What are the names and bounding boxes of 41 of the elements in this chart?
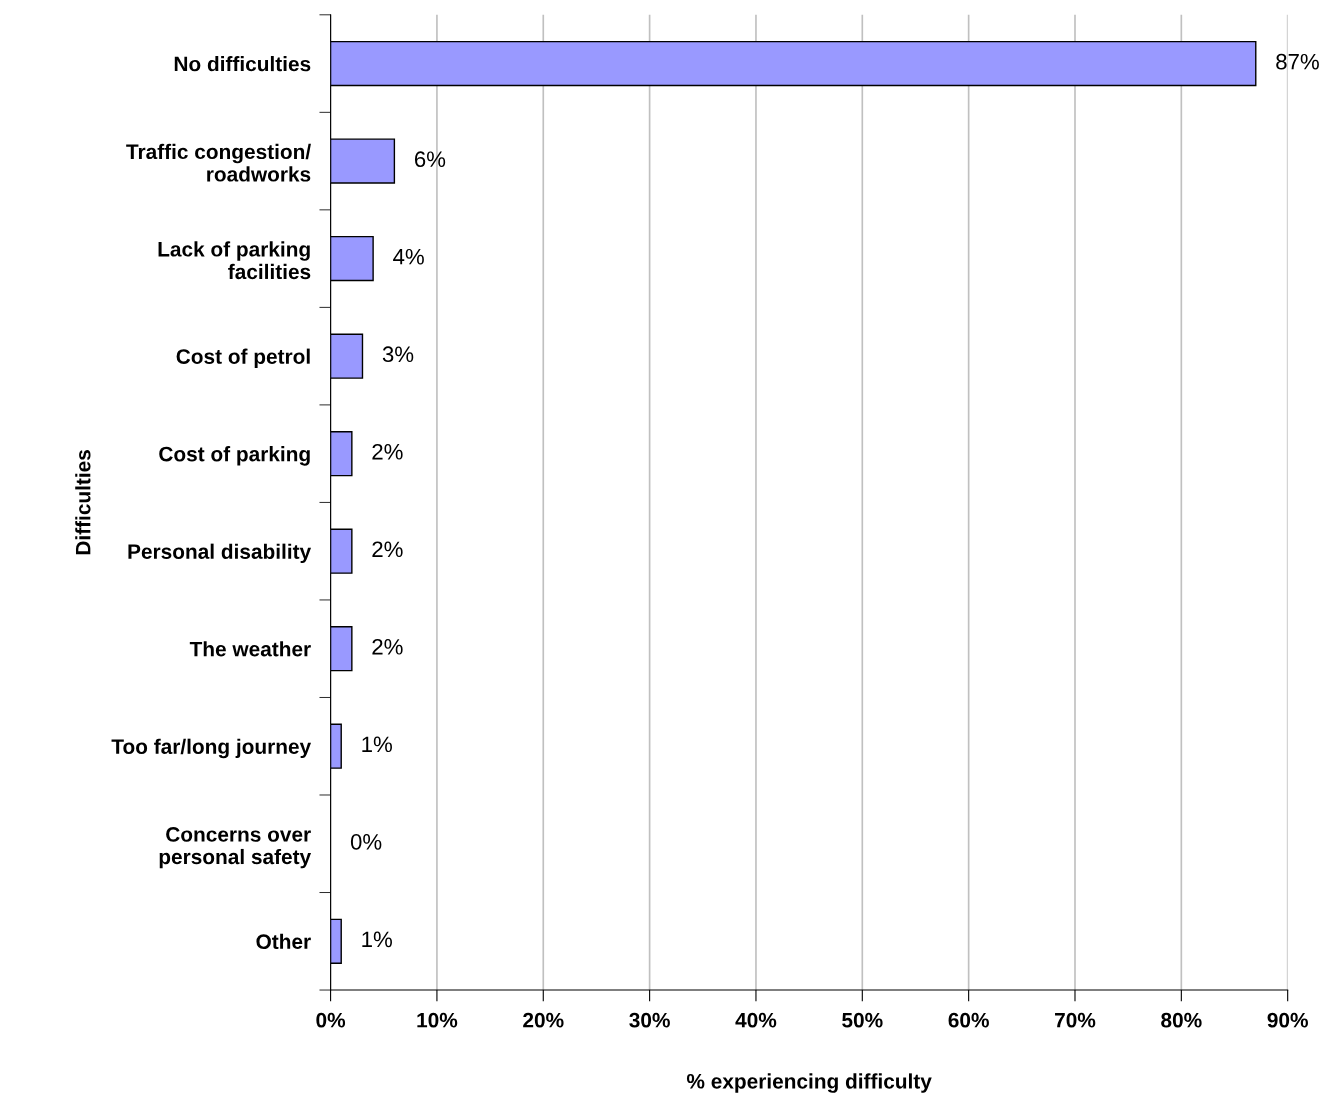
y-tick-label: Cost of petrol <box>176 348 310 369</box>
x-tick-label: 60% <box>948 1012 989 1028</box>
data-label: 2% <box>372 638 403 655</box>
data-label: 87% <box>1276 53 1319 70</box>
y-tick-label: The weather <box>189 641 311 657</box>
bar <box>330 333 364 379</box>
y-axis-title: Difficulties <box>75 450 91 555</box>
data-label: 6% <box>414 151 446 168</box>
bar <box>330 918 342 964</box>
x-tick-label: 90% <box>1267 1012 1308 1028</box>
data-label: 2% <box>372 443 403 460</box>
x-tick-label: 80% <box>1161 1012 1202 1028</box>
bar <box>330 626 353 672</box>
bar <box>330 723 342 769</box>
data-label: 4% <box>393 248 424 265</box>
x-tick-label: 10% <box>417 1012 458 1028</box>
y-tick-label: Too far/long journey <box>111 738 312 759</box>
data-label: 1% <box>362 931 392 948</box>
y-tick-label: No difficulties <box>174 56 311 72</box>
data-label: 2% <box>372 541 403 558</box>
y-tick-label: Cost of parking <box>159 446 310 466</box>
x-tick-label: 70% <box>1055 1012 1096 1028</box>
y-tick-label: Lack of parking facilities <box>158 241 311 280</box>
y-tick-label: Other <box>256 933 311 950</box>
x-tick-label: 40% <box>735 1012 777 1028</box>
x-tick-label: 50% <box>842 1012 883 1028</box>
x-axis-title: % experiencing difficulty <box>686 1073 932 1093</box>
bar <box>330 431 353 477</box>
bar <box>330 40 1257 87</box>
bar <box>330 235 374 282</box>
x-tick-label: 0% <box>316 1012 346 1028</box>
data-label: 1% <box>362 736 392 753</box>
y-tick-label: Personal disability <box>128 543 312 564</box>
data-label: 0% <box>350 833 382 850</box>
y-tick-label: Concerns over personal safety <box>159 827 312 869</box>
x-tick-label: 30% <box>629 1012 670 1028</box>
bar <box>330 138 396 184</box>
bar <box>330 528 353 574</box>
x-tick-label: 20% <box>523 1012 564 1028</box>
y-tick-label: Traffic congestion/ roadworks <box>126 143 311 182</box>
data-label: 3% <box>382 346 414 363</box>
